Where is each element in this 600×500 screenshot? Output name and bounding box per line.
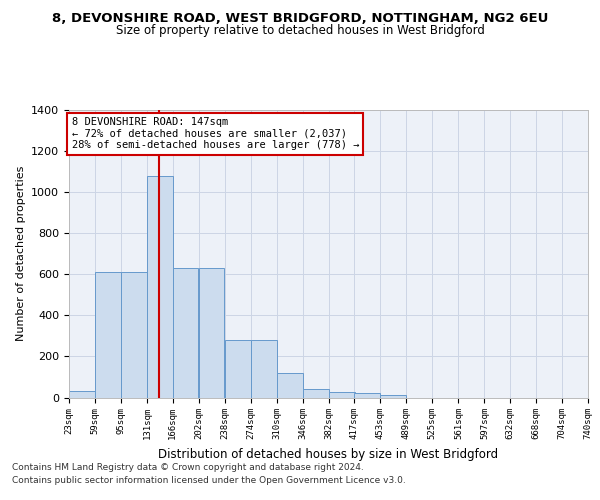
Bar — [355, 394, 380, 398]
Bar — [329, 392, 355, 398]
Y-axis label: Number of detached properties: Number of detached properties — [16, 166, 26, 342]
Text: Size of property relative to detached houses in West Bridgford: Size of property relative to detached ho… — [116, 24, 484, 37]
Bar — [148, 176, 173, 398]
Bar — [277, 373, 302, 398]
Bar — [225, 340, 251, 398]
Bar — [121, 272, 147, 398]
Text: Contains HM Land Registry data © Crown copyright and database right 2024.: Contains HM Land Registry data © Crown c… — [12, 464, 364, 472]
Bar — [173, 268, 199, 398]
Bar — [95, 272, 121, 398]
Bar — [69, 392, 95, 398]
Bar — [251, 340, 277, 398]
X-axis label: Distribution of detached houses by size in West Bridgford: Distribution of detached houses by size … — [158, 448, 499, 461]
Bar — [380, 394, 406, 398]
Bar — [199, 268, 224, 398]
Bar — [303, 389, 329, 398]
Text: 8, DEVONSHIRE ROAD, WEST BRIDGFORD, NOTTINGHAM, NG2 6EU: 8, DEVONSHIRE ROAD, WEST BRIDGFORD, NOTT… — [52, 12, 548, 26]
Text: 8 DEVONSHIRE ROAD: 147sqm
← 72% of detached houses are smaller (2,037)
28% of se: 8 DEVONSHIRE ROAD: 147sqm ← 72% of detac… — [71, 117, 359, 150]
Text: Contains public sector information licensed under the Open Government Licence v3: Contains public sector information licen… — [12, 476, 406, 485]
